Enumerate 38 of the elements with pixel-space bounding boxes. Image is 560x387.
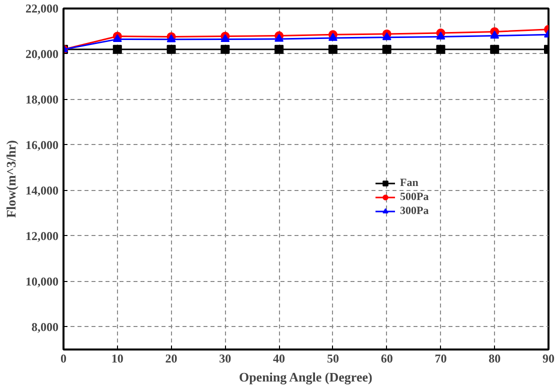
y-tick-label: 16,000 — [26, 138, 58, 152]
point — [220, 44, 230, 54]
x-tick-label: 40 — [273, 352, 286, 366]
point — [328, 32, 338, 41]
x-tick-label: 10 — [111, 352, 124, 366]
legend-label: 300Pa — [400, 205, 429, 217]
point — [274, 44, 284, 54]
y-tick-label: 8,000 — [32, 320, 58, 334]
x-tick-label: 80 — [488, 352, 501, 366]
x-tick-label: 50 — [326, 352, 339, 366]
y-tick-label: 20,000 — [26, 46, 58, 61]
point — [328, 44, 338, 54]
y-tick-label: 10,000 — [26, 274, 58, 288]
x-tick-label: 30 — [219, 352, 232, 366]
x-tick-label: 60 — [380, 352, 393, 366]
y-tick-label: 12,000 — [26, 228, 58, 243]
y-tick-label: 18,000 — [26, 92, 58, 106]
y-tick-label: 22,000 — [26, 2, 58, 16]
point — [220, 34, 230, 42]
x-tick-label: 0 — [60, 352, 66, 366]
y-axis-title: Flow(m^3/hr) — [4, 140, 18, 218]
point — [490, 44, 500, 54]
x-tick-label: 20 — [165, 352, 178, 366]
point — [382, 44, 392, 54]
legend-label: Fan — [400, 177, 420, 189]
point — [436, 32, 446, 40]
point — [112, 44, 122, 54]
x-tick-label: 70 — [434, 352, 447, 366]
point — [382, 32, 392, 40]
x-axis-title: Opening Angle (Degree) — [238, 370, 372, 384]
legend-label: 500Pa — [400, 191, 429, 203]
x-tick-label: 90 — [542, 352, 554, 366]
y-tick-label: 14,000 — [26, 183, 58, 198]
point — [490, 30, 500, 39]
point — [436, 44, 446, 54]
point — [274, 34, 284, 42]
point — [112, 34, 122, 42]
point — [166, 44, 176, 54]
